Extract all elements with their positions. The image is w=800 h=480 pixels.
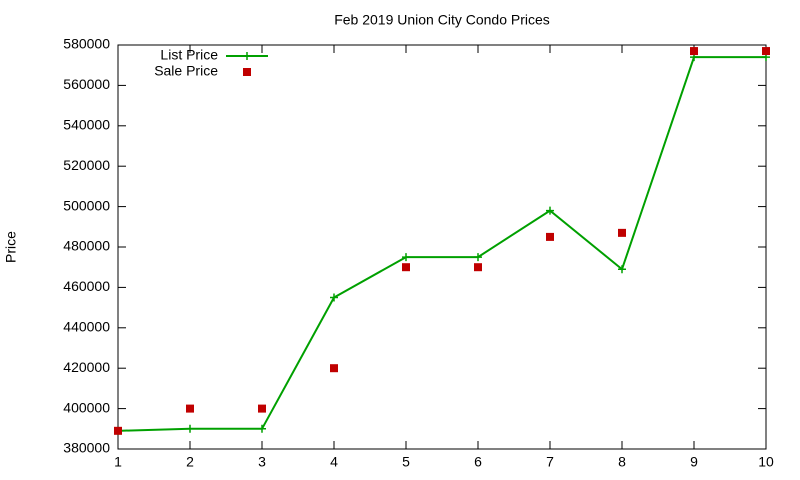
x-tick-label: 7 [546,454,554,470]
y-tick-label: 420000 [63,359,110,375]
x-tick-label: 2 [186,454,194,470]
y-tick-label: 520000 [63,157,110,173]
point [474,253,482,262]
legend-label: List Price [160,47,218,63]
y-tick-label: 380000 [63,440,110,456]
x-tick-label: 4 [330,454,338,470]
point [546,206,554,215]
chart-title: Feb 2019 Union City Condo Prices [334,12,550,28]
x-tick-label: 8 [618,454,626,470]
point [186,404,194,413]
point [114,426,122,435]
series-line [117,56,766,432]
y-tick-label: 540000 [63,117,110,133]
x-tick-label: 10 [758,454,774,470]
point [330,364,338,373]
x-tick-label: 1 [114,454,122,470]
point [258,424,266,433]
point [330,293,338,302]
point [690,47,698,56]
point [474,263,482,272]
x-tick-label: 5 [402,454,410,470]
point [762,47,770,56]
x-tick-label: 3 [258,454,266,470]
y-tick-label: 560000 [63,76,110,92]
point [186,424,194,433]
y-tick-label: 460000 [63,278,110,294]
plot-border [117,44,767,450]
legend-swatch [243,52,251,60]
point [618,228,626,237]
x-tick-label: 6 [474,454,482,470]
point [402,253,410,262]
y-tick-label: 400000 [63,399,110,415]
point [258,404,266,413]
point [546,232,554,241]
y-tick-label: 500000 [63,197,110,213]
legend-swatch [243,68,251,76]
x-tick-label: 9 [690,454,698,470]
y-tick-label: 440000 [63,319,110,335]
y-tick-label: 580000 [63,36,110,52]
legend-label: Sale Price [154,63,218,79]
y-tick-label: 480000 [63,238,110,254]
y-axis-label: Price [3,231,19,263]
point [618,265,626,274]
point [402,263,410,272]
